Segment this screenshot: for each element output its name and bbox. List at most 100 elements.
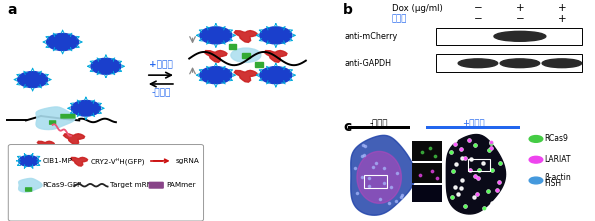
Point xyxy=(457,178,466,181)
Text: b: b xyxy=(343,3,353,17)
Ellipse shape xyxy=(200,67,232,84)
Point xyxy=(359,153,368,157)
Point xyxy=(380,167,389,170)
Point xyxy=(447,195,457,198)
Bar xyxy=(364,175,387,188)
Text: Target mRNA: Target mRNA xyxy=(110,182,157,188)
Point xyxy=(487,168,496,171)
Text: +: + xyxy=(558,14,566,24)
Bar xyxy=(436,54,582,72)
Point xyxy=(430,154,440,157)
Point xyxy=(371,161,381,165)
Text: CIB1-MP: CIB1-MP xyxy=(43,158,73,164)
Point xyxy=(446,150,456,154)
Point xyxy=(353,191,362,195)
Point xyxy=(364,176,374,180)
Point xyxy=(495,162,505,165)
Point xyxy=(469,195,479,199)
Point xyxy=(458,156,467,160)
Text: c: c xyxy=(343,120,352,134)
Text: anti-GAPDH: anti-GAPDH xyxy=(345,59,392,68)
FancyBboxPatch shape xyxy=(149,182,164,189)
Bar xyxy=(412,141,442,161)
Point xyxy=(474,176,483,180)
Point xyxy=(472,192,481,196)
Ellipse shape xyxy=(529,177,543,184)
Point xyxy=(461,204,470,207)
Polygon shape xyxy=(446,135,506,214)
Point xyxy=(375,198,385,201)
Point xyxy=(386,185,396,189)
Text: +: + xyxy=(558,3,566,13)
Text: anti-mCherry: anti-mCherry xyxy=(345,32,398,41)
Point xyxy=(360,145,369,148)
FancyBboxPatch shape xyxy=(49,120,57,125)
Point xyxy=(487,201,496,205)
FancyBboxPatch shape xyxy=(60,114,76,119)
Point xyxy=(450,142,460,146)
Ellipse shape xyxy=(71,101,101,116)
Text: FISH: FISH xyxy=(544,179,562,188)
Ellipse shape xyxy=(200,27,232,44)
Point xyxy=(446,150,456,154)
Point xyxy=(492,188,502,192)
Ellipse shape xyxy=(500,59,540,68)
Point xyxy=(379,181,389,184)
Text: a: a xyxy=(8,3,17,17)
Point xyxy=(486,140,496,144)
Ellipse shape xyxy=(494,31,546,41)
Ellipse shape xyxy=(260,27,292,44)
Bar xyxy=(412,185,442,202)
Point xyxy=(471,174,480,177)
Text: PAMmer: PAMmer xyxy=(167,182,196,188)
Text: -청색광: -청색광 xyxy=(370,119,389,128)
Polygon shape xyxy=(36,107,75,130)
Polygon shape xyxy=(64,134,84,145)
Point xyxy=(447,195,457,198)
Point xyxy=(448,170,458,173)
Polygon shape xyxy=(351,135,415,215)
Polygon shape xyxy=(234,70,257,82)
Ellipse shape xyxy=(529,135,543,142)
Point xyxy=(461,204,470,207)
Point xyxy=(461,156,470,160)
Point xyxy=(450,185,459,189)
Bar xyxy=(348,126,410,129)
Point xyxy=(393,171,402,175)
Point xyxy=(466,157,476,160)
Point xyxy=(471,174,480,177)
Point xyxy=(451,162,461,165)
Point xyxy=(470,143,480,147)
Polygon shape xyxy=(234,31,257,42)
Text: sgRNA: sgRNA xyxy=(176,158,200,164)
Point xyxy=(479,206,488,210)
Polygon shape xyxy=(71,157,87,166)
Point xyxy=(494,180,503,184)
Ellipse shape xyxy=(260,67,292,84)
Bar xyxy=(426,126,520,129)
Bar xyxy=(412,163,442,183)
Point xyxy=(448,170,458,173)
Point xyxy=(456,148,466,151)
Point xyxy=(479,206,488,210)
Point xyxy=(359,143,368,147)
Point xyxy=(397,193,407,196)
Ellipse shape xyxy=(18,156,39,166)
Polygon shape xyxy=(37,141,54,150)
Text: LARIAT: LARIAT xyxy=(544,155,571,164)
Polygon shape xyxy=(357,151,402,203)
Text: +청색광: +청색광 xyxy=(149,61,173,70)
Point xyxy=(495,162,505,165)
Point xyxy=(358,155,367,158)
Text: Dox (μg/ml): Dox (μg/ml) xyxy=(392,4,442,13)
Point xyxy=(492,188,502,192)
Point xyxy=(368,166,378,169)
Bar xyxy=(436,28,582,45)
Text: −: − xyxy=(474,14,483,24)
Point xyxy=(427,169,437,173)
Point xyxy=(433,177,442,180)
Point xyxy=(483,189,493,192)
Text: −: − xyxy=(474,3,483,13)
Ellipse shape xyxy=(91,58,121,74)
Text: +청색광: +청색광 xyxy=(462,119,484,128)
